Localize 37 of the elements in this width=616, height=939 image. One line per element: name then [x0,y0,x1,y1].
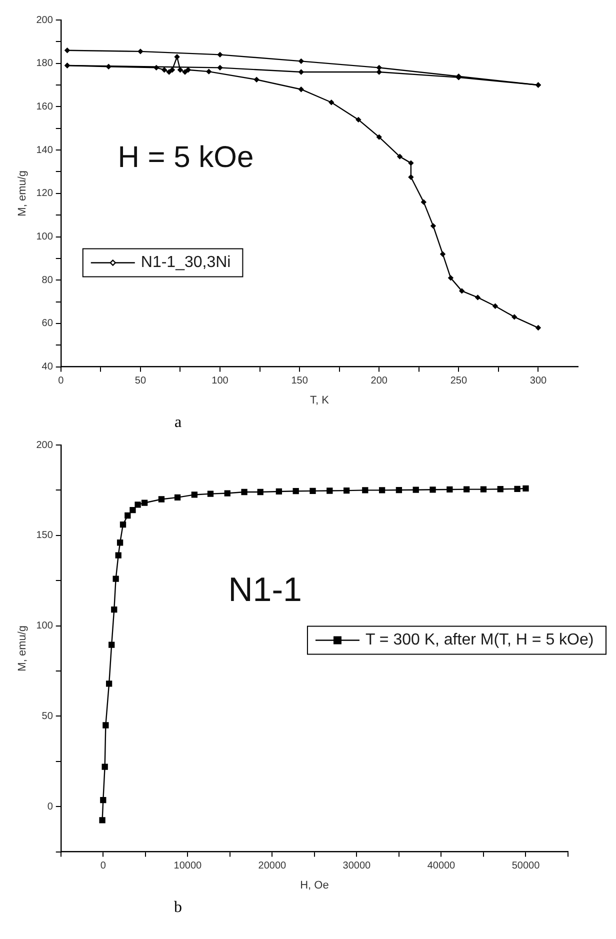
y-tick-label: 50 [42,710,54,722]
x-tick-label: 200 [370,376,388,387]
x-tick-label: 150 [291,376,308,387]
x-tick-label: 0 [58,376,64,387]
y-tick-label: 40 [42,362,54,373]
annotation: H = 5 kOe [118,140,254,174]
x-tick-label: 10000 [174,860,202,872]
x-tick-label: 50000 [512,860,540,872]
x-tick-label: 20000 [258,860,287,872]
y-axis-title: M, emu/g [16,170,29,216]
y-tick-label: 200 [36,440,54,451]
y-tick-label: 120 [36,188,54,200]
x-tick-label: 100 [212,376,229,387]
y-tick-label: 100 [36,232,54,242]
y-tick-label: 160 [36,101,54,112]
x-tick-label: 40000 [427,860,456,872]
legend-label: T = 300 K, after M(T, H = 5 kOe) [365,632,594,649]
x-axis-title: H, Oe [300,879,329,892]
x-axis-title: T, K [310,394,330,406]
y-tick-label: 80 [42,274,54,286]
x-tick-label: 30000 [342,860,372,872]
x-tick-label: 0 [100,860,106,872]
y-tick-label: 100 [36,620,54,632]
y-tick-label: 140 [36,144,54,156]
text: b [173,898,183,918]
legend-label: N1-1_30,3Ni [140,254,231,272]
y-tick-label: 180 [36,58,54,70]
y-axis-title: M, emu/g [16,625,29,672]
y-tick-label: 150 [36,530,54,542]
y-tick-label: 200 [36,14,54,26]
x-tick-label: 250 [450,376,468,387]
x-tick-label: 300 [530,376,547,387]
annotation: N1-1 [228,570,302,609]
text: a [173,413,183,433]
y-tick-label: 0 [47,801,54,812]
x-tick-label: 50 [134,376,146,387]
y-tick-label: 60 [42,318,54,330]
